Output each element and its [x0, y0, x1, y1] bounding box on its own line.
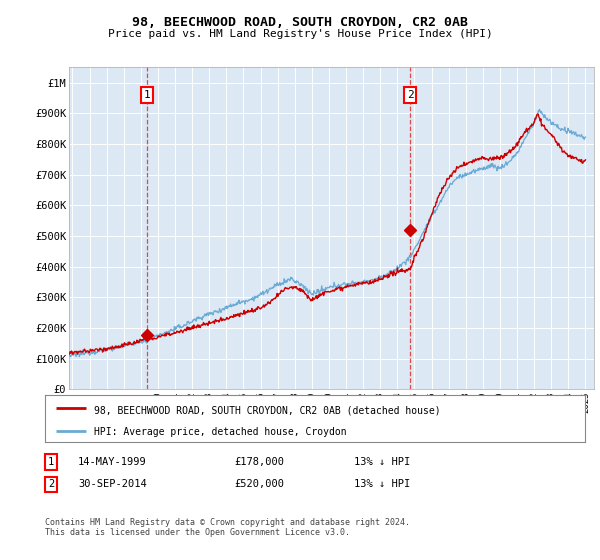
- Text: £178,000: £178,000: [234, 457, 284, 467]
- Text: 2: 2: [48, 479, 54, 489]
- Text: 13% ↓ HPI: 13% ↓ HPI: [354, 457, 410, 467]
- Text: £520,000: £520,000: [234, 479, 284, 489]
- Text: 2: 2: [407, 90, 413, 100]
- Text: 1: 1: [48, 457, 54, 467]
- Text: 30-SEP-2014: 30-SEP-2014: [78, 479, 147, 489]
- Text: 14-MAY-1999: 14-MAY-1999: [78, 457, 147, 467]
- Text: 98, BEECHWOOD ROAD, SOUTH CROYDON, CR2 0AB: 98, BEECHWOOD ROAD, SOUTH CROYDON, CR2 0…: [132, 16, 468, 29]
- Text: 98, BEECHWOOD ROAD, SOUTH CROYDON, CR2 0AB (detached house): 98, BEECHWOOD ROAD, SOUTH CROYDON, CR2 0…: [94, 405, 440, 415]
- Text: Price paid vs. HM Land Registry's House Price Index (HPI): Price paid vs. HM Land Registry's House …: [107, 29, 493, 39]
- Text: HPI: Average price, detached house, Croydon: HPI: Average price, detached house, Croy…: [94, 427, 346, 437]
- Text: 1: 1: [144, 90, 151, 100]
- Text: 13% ↓ HPI: 13% ↓ HPI: [354, 479, 410, 489]
- Text: Contains HM Land Registry data © Crown copyright and database right 2024.
This d: Contains HM Land Registry data © Crown c…: [45, 518, 410, 537]
